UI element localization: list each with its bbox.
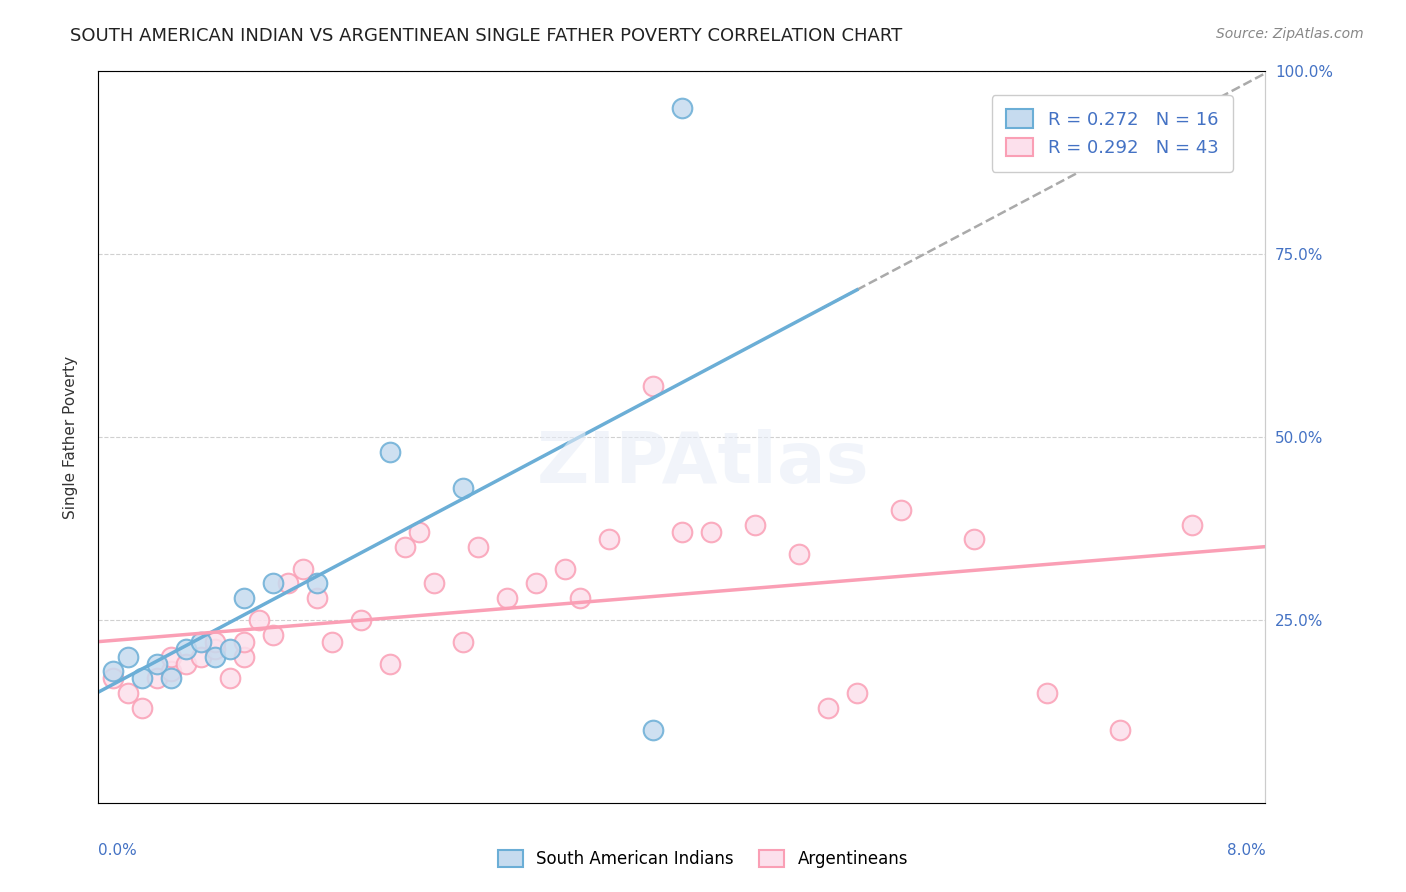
Point — [641, 723, 664, 737]
Point — [190, 635, 212, 649]
Point — [671, 525, 693, 540]
Text: ZIPAtlas: ZIPAtlas — [537, 429, 869, 499]
Point — [117, 686, 139, 700]
Point — [787, 547, 810, 561]
Point — [700, 525, 723, 540]
Point — [146, 672, 169, 686]
Point — [174, 657, 197, 671]
Point — [641, 379, 664, 393]
Point — [408, 525, 430, 540]
Point — [307, 576, 329, 591]
Point — [1035, 686, 1057, 700]
Point — [321, 635, 343, 649]
Point — [160, 664, 183, 678]
Point — [394, 540, 416, 554]
Point — [204, 649, 226, 664]
Point — [101, 672, 124, 686]
Point — [233, 649, 256, 664]
Point — [524, 576, 547, 591]
Point — [218, 672, 240, 686]
Point — [496, 591, 519, 605]
Text: Source: ZipAtlas.com: Source: ZipAtlas.com — [1216, 27, 1364, 41]
Point — [962, 533, 984, 547]
Point — [307, 591, 329, 605]
Point — [1108, 723, 1130, 737]
Point — [598, 533, 620, 547]
Point — [233, 635, 256, 649]
Point — [350, 613, 373, 627]
Point — [233, 591, 256, 605]
Point — [160, 649, 183, 664]
Y-axis label: Single Father Poverty: Single Father Poverty — [63, 356, 77, 518]
Point — [671, 101, 693, 115]
Point — [467, 540, 489, 554]
Point — [117, 649, 139, 664]
Point — [744, 517, 766, 532]
Text: 8.0%: 8.0% — [1226, 843, 1265, 858]
Text: SOUTH AMERICAN INDIAN VS ARGENTINEAN SINGLE FATHER POVERTY CORRELATION CHART: SOUTH AMERICAN INDIAN VS ARGENTINEAN SIN… — [70, 27, 903, 45]
Point — [846, 686, 869, 700]
Point — [378, 657, 402, 671]
Point — [204, 642, 226, 657]
Point — [174, 642, 197, 657]
Point — [262, 627, 284, 641]
Point — [131, 700, 153, 714]
Point — [101, 664, 124, 678]
Point — [160, 672, 183, 686]
Point — [146, 657, 169, 671]
Point — [247, 613, 270, 627]
Point — [817, 700, 839, 714]
Point — [1181, 517, 1204, 532]
Point — [890, 503, 912, 517]
Point — [204, 635, 226, 649]
Point — [451, 481, 474, 495]
Point — [378, 444, 402, 458]
Point — [423, 576, 446, 591]
Point — [190, 649, 212, 664]
Point — [554, 562, 576, 576]
Text: 0.0%: 0.0% — [98, 843, 138, 858]
Point — [568, 591, 591, 605]
Point — [262, 576, 284, 591]
Legend: South American Indians, Argentineans: South American Indians, Argentineans — [492, 843, 914, 875]
Point — [277, 576, 299, 591]
Point — [291, 562, 314, 576]
Point — [131, 672, 153, 686]
Legend: R = 0.272   N = 16, R = 0.292   N = 43: R = 0.272 N = 16, R = 0.292 N = 43 — [991, 95, 1233, 171]
Point — [451, 635, 474, 649]
Point — [218, 642, 240, 657]
